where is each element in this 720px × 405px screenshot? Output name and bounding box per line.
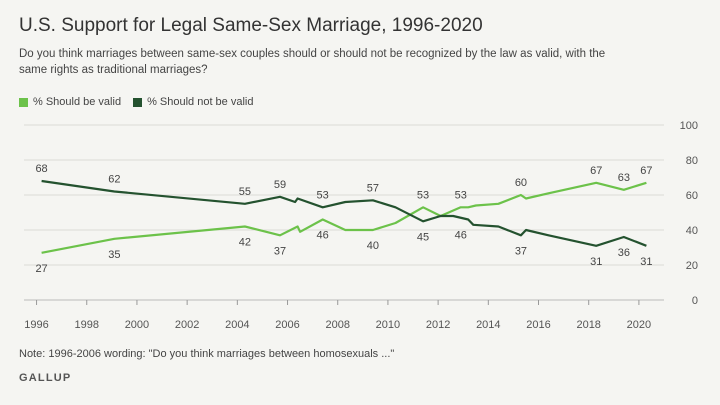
y-axis: 0 20 40 60 80 100 <box>680 120 698 307</box>
series-line-0 <box>41 181 647 254</box>
data-label-s1-11: 31 <box>640 256 652 268</box>
x-tick-label-1996: 1996 <box>24 319 48 331</box>
legend-swatch-valid <box>19 97 28 107</box>
y-tick-label-60: 60 <box>686 190 698 202</box>
data-label-s1-7: 46 <box>455 230 467 242</box>
legend: % Should be valid % Should not be valid <box>19 96 265 108</box>
series-lines <box>41 179 647 254</box>
chart-subtitle: Do you think marriages between same-sex … <box>19 48 606 76</box>
data-label-s0-6: 53 <box>417 189 429 201</box>
legend-item-valid: % Should be valid <box>19 96 121 108</box>
data-label-s0-9: 67 <box>590 165 602 177</box>
data-label-s0-8: 60 <box>515 177 527 189</box>
data-label-s1-4: 53 <box>317 189 329 201</box>
y-tick-label-100: 100 <box>680 120 698 132</box>
data-label-s1-0: 68 <box>35 163 47 175</box>
data-label-s1-8: 37 <box>515 245 527 257</box>
y-tick-label-40: 40 <box>686 225 698 237</box>
y-tick-label-80: 80 <box>686 155 698 167</box>
chart-title: U.S. Support for Legal Same-Sex Marriage… <box>19 15 483 36</box>
x-tick-label-2018: 2018 <box>576 319 600 331</box>
chart-note: Note: 1996-2006 wording: "Do you think m… <box>19 348 395 360</box>
x-tick-label-2010: 2010 <box>376 319 400 331</box>
x-tick-label-2012: 2012 <box>426 319 450 331</box>
data-label-s0-10: 63 <box>618 172 630 184</box>
x-tick-label-2002: 2002 <box>175 319 199 331</box>
data-label-s0-4: 46 <box>317 230 329 242</box>
data-label-s0-2: 42 <box>239 237 251 249</box>
x-tick-label-2008: 2008 <box>325 319 349 331</box>
legend-swatch-not-valid <box>133 97 143 107</box>
data-label-s0-1: 35 <box>108 249 120 261</box>
data-label-s0-3: 37 <box>274 245 286 257</box>
data-label-s1-9: 31 <box>590 256 602 268</box>
legend-label-not-valid: % Should not be valid <box>147 96 254 108</box>
data-label-s0-11: 67 <box>640 165 652 177</box>
y-tick-label-0: 0 <box>692 295 698 307</box>
data-label-s1-3: 59 <box>274 179 286 191</box>
data-label-s1-1: 62 <box>108 174 120 186</box>
x-tick-label-1998: 1998 <box>75 319 99 331</box>
data-label-s1-5: 57 <box>367 182 379 194</box>
x-tick-label-2004: 2004 <box>225 319 249 331</box>
x-tick-label-2006: 2006 <box>275 319 299 331</box>
y-tick-label-20: 20 <box>686 260 698 272</box>
x-axis: 1996 1998 2000 2002 2004 2006 2008 2010 2012 2014… <box>24 300 651 331</box>
data-label-s1-6: 45 <box>417 231 429 243</box>
data-label-s1-10: 36 <box>618 247 630 259</box>
gallup-logo: GALLUP <box>19 372 72 384</box>
x-tick-label-2020: 2020 <box>627 319 651 331</box>
data-labels: 27 35 42 37 46 40 53 53 60 67 63 67 68 62 55 59 53 57 45 46… <box>35 163 652 275</box>
x-tick-label-2000: 2000 <box>125 319 149 331</box>
data-label-s0-5: 40 <box>367 240 379 252</box>
series-line-1 <box>41 179 647 247</box>
grid-layer <box>24 124 664 301</box>
data-label-s0-0: 27 <box>35 263 47 275</box>
data-label-s1-2: 55 <box>239 186 251 198</box>
legend-label-valid: % Should be valid <box>33 96 122 108</box>
x-tick-label-2014: 2014 <box>476 319 500 331</box>
legend-item-not-valid: % Should not be valid <box>133 96 253 108</box>
data-label-s0-7: 53 <box>455 189 467 201</box>
x-tick-label-2016: 2016 <box>526 319 550 331</box>
